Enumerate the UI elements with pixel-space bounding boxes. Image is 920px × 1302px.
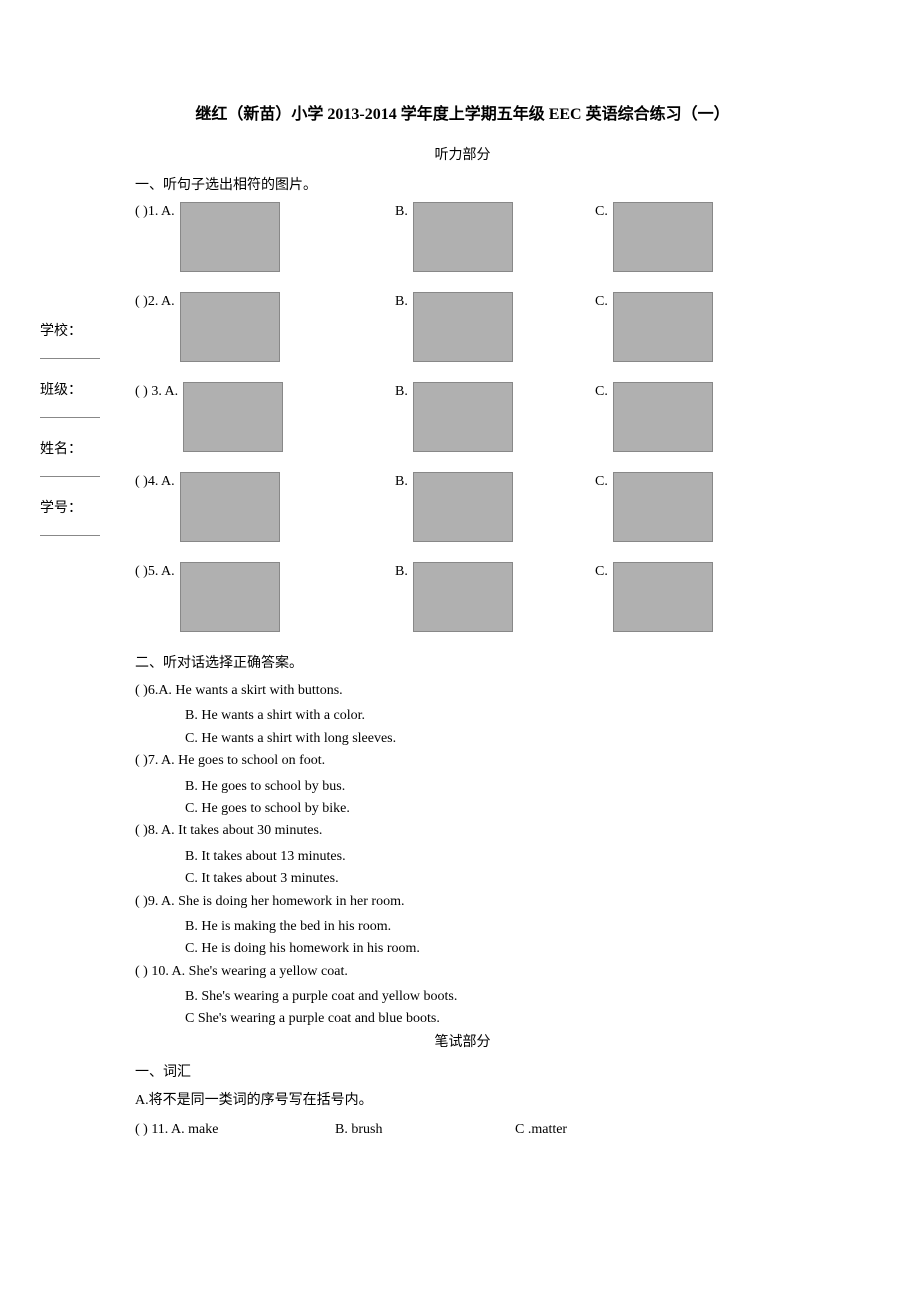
class-label: 班级： xyxy=(40,379,110,399)
picture-placeholder xyxy=(180,472,280,542)
picture-item: B. xyxy=(395,472,595,542)
picture-row-3: ( ) 3. A. B. C. xyxy=(135,382,790,452)
picture-placeholder xyxy=(413,472,513,542)
q9-c: C. He is doing his homework in his room. xyxy=(185,938,790,960)
main-content: 继红（新苗）小学 2013-2014 学年度上学期五年级 EEC 英语综合练习（… xyxy=(135,100,790,1142)
picture-questions: ( )1. A. B. C. ( )2. A. B. xyxy=(135,202,790,632)
picture-placeholder xyxy=(613,202,713,272)
page-title: 继红（新苗）小学 2013-2014 学年度上学期五年级 EEC 英语综合练习（… xyxy=(135,100,790,124)
q9: ( )9. A. She is doing her homework in he… xyxy=(135,891,790,913)
picture-row-2: ( )2. A. B. C. xyxy=(135,292,790,362)
sidebar-id: 学号： xyxy=(40,497,110,536)
q-label: B. xyxy=(395,202,408,220)
picture-placeholder xyxy=(413,382,513,452)
picture-item: C. xyxy=(595,382,713,452)
listening-subtitle: 听力部分 xyxy=(135,144,790,164)
q-label: ( ) 3. A. xyxy=(135,382,178,400)
picture-item: ( ) 3. A. xyxy=(135,382,395,452)
picture-placeholder xyxy=(413,292,513,362)
vocab-subheading: A.将不是同一类词的序号写在括号内。 xyxy=(135,1089,790,1109)
picture-item: C. xyxy=(595,472,713,542)
id-line[interactable] xyxy=(40,522,100,536)
picture-item: ( )5. A. xyxy=(135,562,395,632)
q9-b: B. He is making the bed in his room. xyxy=(185,916,790,938)
picture-item: ( )4. A. xyxy=(135,472,395,542)
q-label: ( )5. A. xyxy=(135,562,175,580)
picture-placeholder xyxy=(613,562,713,632)
picture-item: B. xyxy=(395,292,595,362)
q7: ( )7. A. He goes to school on foot. xyxy=(135,750,790,772)
q-label: ( )2. A. xyxy=(135,292,175,310)
picture-row-1: ( )1. A. B. C. xyxy=(135,202,790,272)
q-label: ( )4. A. xyxy=(135,472,175,490)
id-label: 学号： xyxy=(40,497,110,517)
picture-placeholder xyxy=(183,382,283,452)
picture-item: ( )2. A. xyxy=(135,292,395,362)
picture-item: B. xyxy=(395,202,595,272)
q8-c: C. It takes about 3 minutes. xyxy=(185,868,790,890)
name-label: 姓名： xyxy=(40,438,110,458)
sidebar-school: 学校： xyxy=(40,320,110,359)
q-label: B. xyxy=(395,382,408,400)
written-subtitle: 笔试部分 xyxy=(135,1031,790,1051)
vocab-q11: ( ) 11. A. make B. brush C .matter xyxy=(135,1117,790,1142)
q8: ( )8. A. It takes about 30 minutes. xyxy=(135,820,790,842)
picture-item: B. xyxy=(395,562,595,632)
picture-row-4: ( )4. A. B. C. xyxy=(135,472,790,542)
vocab-a: ( ) 11. A. make xyxy=(135,1117,335,1142)
q10-b: B. She's wearing a purple coat and yello… xyxy=(185,986,790,1008)
section1-heading: 一、听句子选出相符的图片。 xyxy=(135,174,790,194)
vocab-heading: 一、词汇 xyxy=(135,1061,790,1081)
q7-c: C. He goes to school by bike. xyxy=(185,798,790,820)
name-line[interactable] xyxy=(40,463,100,477)
picture-row-5: ( )5. A. B. C. xyxy=(135,562,790,632)
sidebar-name: 姓名： xyxy=(40,438,110,477)
q-label: ( )1. A. xyxy=(135,202,175,220)
info-sidebar: 学校： 班级： 姓名： 学号： xyxy=(40,320,110,556)
vocab-c: C .matter xyxy=(515,1117,665,1142)
section2-heading: 二、听对话选择正确答案。 xyxy=(135,652,790,672)
picture-item: B. xyxy=(395,382,595,452)
q6: ( )6.A. He wants a skirt with buttons. xyxy=(135,680,790,702)
vocab-b: B. brush xyxy=(335,1117,515,1142)
picture-placeholder xyxy=(413,562,513,632)
q10: ( ) 10. A. She's wearing a yellow coat. xyxy=(135,961,790,983)
q-label: B. xyxy=(395,562,408,580)
q-label: C. xyxy=(595,202,608,220)
school-line[interactable] xyxy=(40,345,100,359)
picture-placeholder xyxy=(180,562,280,632)
text-questions: ( )6.A. He wants a skirt with buttons. B… xyxy=(135,680,790,1031)
q-label: B. xyxy=(395,292,408,310)
picture-placeholder xyxy=(613,292,713,362)
picture-item: C. xyxy=(595,562,713,632)
picture-placeholder xyxy=(180,202,280,272)
school-label: 学校： xyxy=(40,320,110,340)
picture-item: ( )1. A. xyxy=(135,202,395,272)
q8-b: B. It takes about 13 minutes. xyxy=(185,846,790,868)
q7-b: B. He goes to school by bus. xyxy=(185,776,790,798)
class-line[interactable] xyxy=(40,404,100,418)
picture-placeholder xyxy=(613,382,713,452)
q10-c: C She's wearing a purple coat and blue b… xyxy=(185,1008,790,1030)
picture-placeholder xyxy=(613,472,713,542)
q-label: C. xyxy=(595,562,608,580)
q6-c: C. He wants a shirt with long sleeves. xyxy=(185,728,790,750)
picture-placeholder xyxy=(413,202,513,272)
q-label: C. xyxy=(595,472,608,490)
q-label: C. xyxy=(595,382,608,400)
q-label: B. xyxy=(395,472,408,490)
picture-item: C. xyxy=(595,202,713,272)
picture-item: C. xyxy=(595,292,713,362)
q-label: C. xyxy=(595,292,608,310)
sidebar-class: 班级： xyxy=(40,379,110,418)
q6-b: B. He wants a shirt with a color. xyxy=(185,705,790,727)
picture-placeholder xyxy=(180,292,280,362)
